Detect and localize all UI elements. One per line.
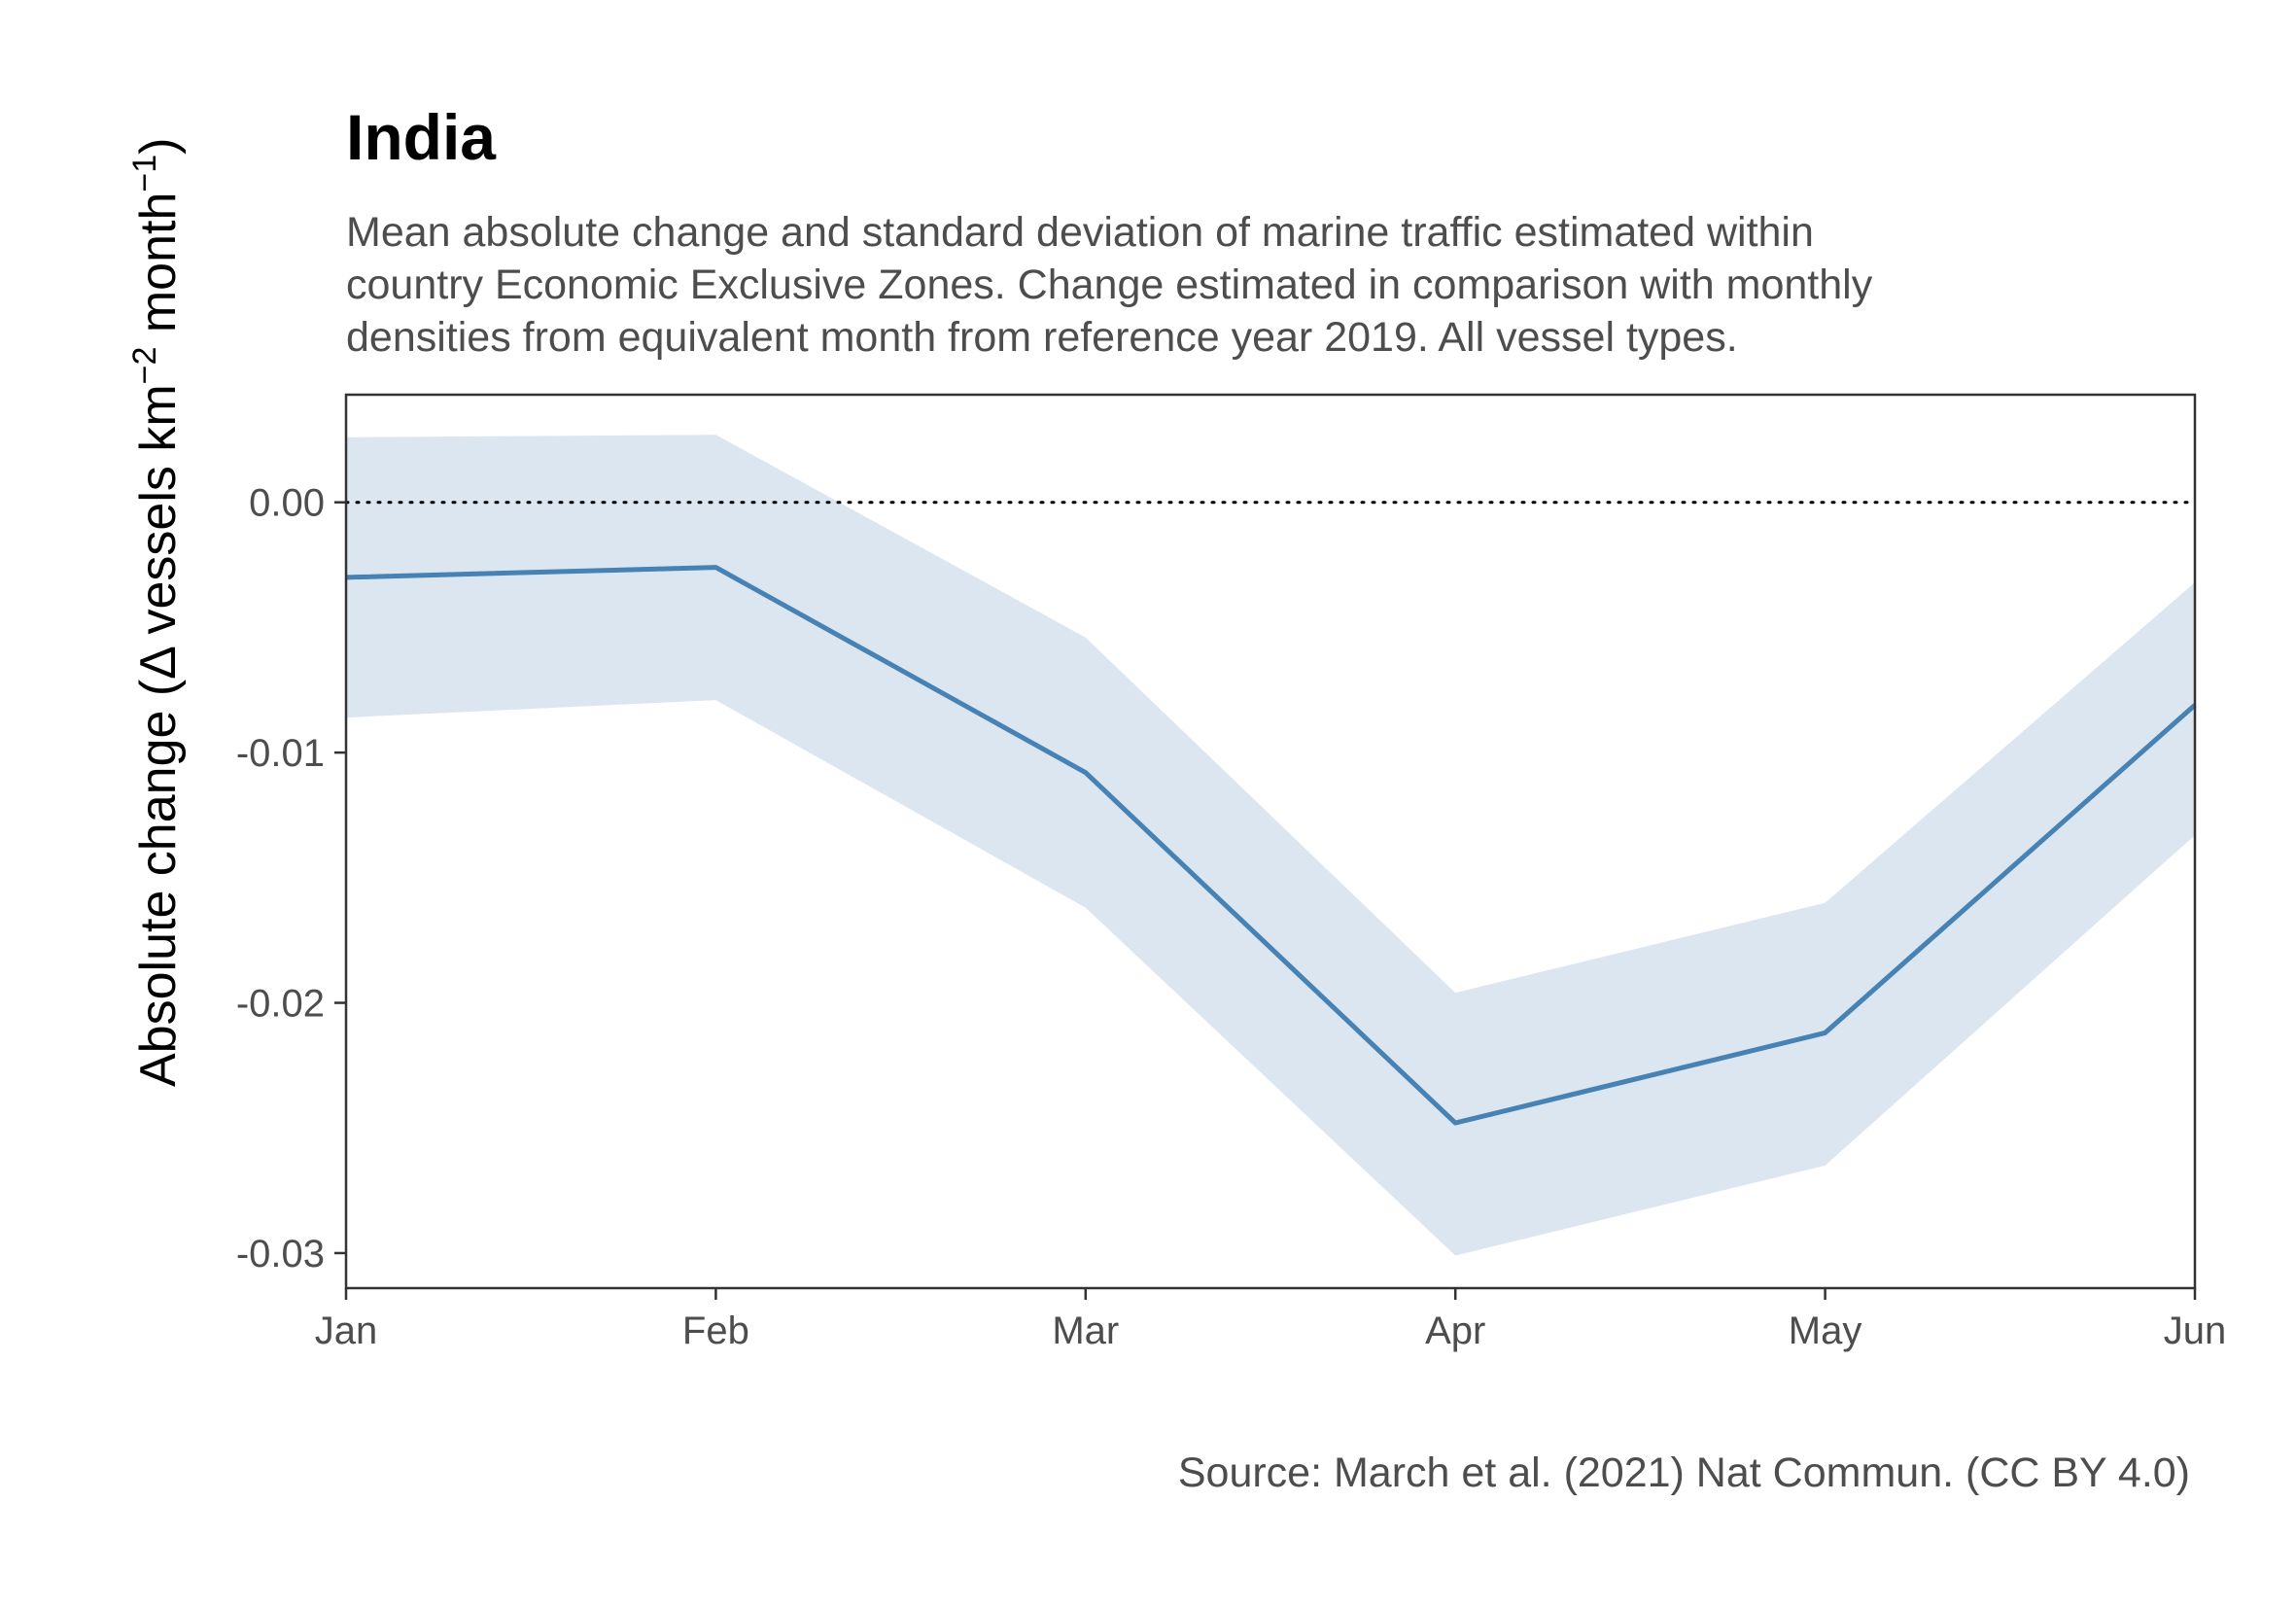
x-tick-label-mar: Mar [1052, 1310, 1119, 1352]
chart-subtitle-line-1: Mean absolute change and standard deviat… [346, 209, 1814, 256]
x-tick-label-apr: Apr [1425, 1310, 1485, 1352]
chart-caption: Source: March et al. (2021) Nat Commun. … [1177, 1450, 2190, 1496]
series-line-mean [345, 565, 2197, 1126]
y-axis-title-pre: Absolute change (Δ vessels km [130, 384, 187, 1087]
y-axis-title-sup1: −2 [126, 347, 163, 385]
chart-subtitle-line-2: country Economic Exclusive Zones. Change… [346, 262, 1873, 308]
y-tick-label: 0.00 [249, 482, 325, 525]
x-tick-label-may: May [1789, 1310, 1862, 1352]
y-tick-label: -0.02 [236, 983, 325, 1026]
y-axis-title-sup2: −1 [126, 155, 163, 192]
x-tick-label-jan: Jan [315, 1310, 378, 1352]
sd-ribbon [346, 435, 2195, 1256]
x-tick-label-feb: Feb [682, 1310, 749, 1352]
y-axis-title-mid: month [130, 192, 187, 347]
chart-subtitle-line-3: densities from equivalent month from ref… [346, 314, 1738, 361]
y-tick-label: -0.03 [236, 1233, 325, 1275]
plot-frame [344, 393, 2197, 1290]
y-axis-title: Absolute change (Δ vessels km−2 month−1) [126, 138, 187, 1088]
y-tick-label: -0.01 [236, 732, 325, 775]
y-axis-title-post: ) [130, 138, 187, 155]
chart-title: India [346, 101, 497, 173]
x-tick-label-jun: Jun [2164, 1310, 2227, 1352]
